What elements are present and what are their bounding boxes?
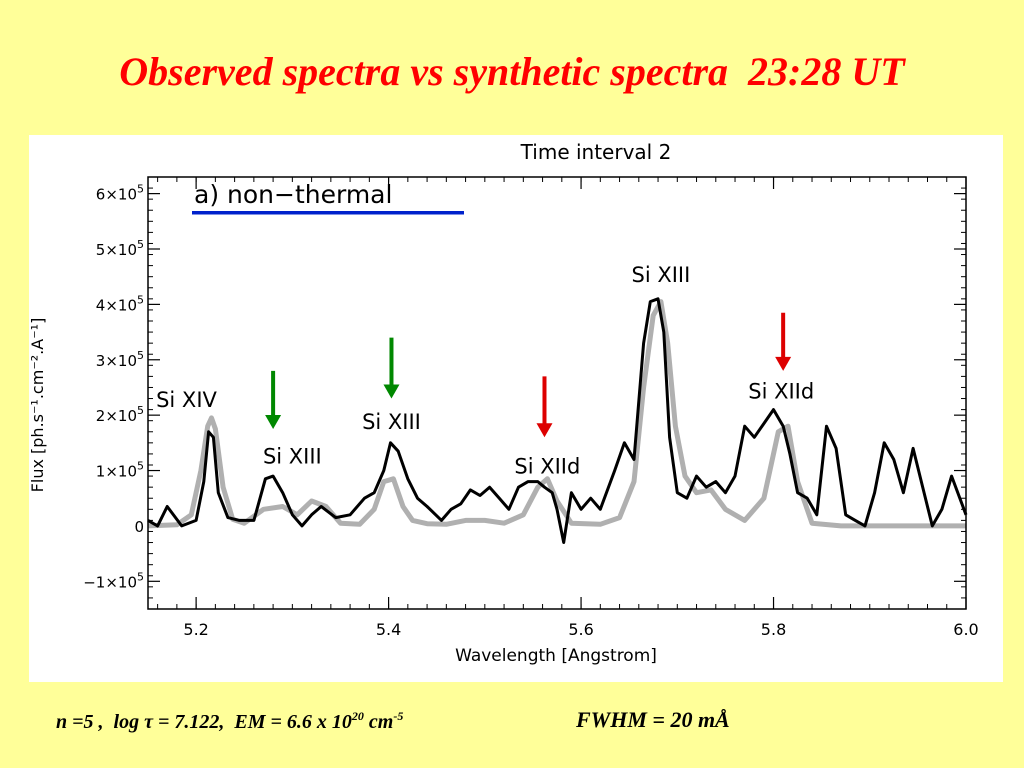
footer-parameters: n =5 , log τ = 7.122, EM = 6.6 x 1020 cm…	[56, 709, 403, 734]
spectrum-chart: Time interval 2 −1×105 0 1×105 2×105 3×105 4×…	[29, 140, 979, 666]
indicator-arrow	[536, 376, 553, 438]
slide-title: Observed spectra vs synthetic spectra 23…	[119, 49, 905, 94]
x-axis-label: Wavelength [Angstrom]	[455, 646, 657, 666]
param-tau-em: = 7.122, EM = 6.6 x 10	[152, 711, 352, 733]
param-unit: cm	[363, 711, 394, 733]
x-tick-label: 5.2	[183, 620, 208, 639]
axes-frame	[147, 176, 967, 610]
arrow-layer	[265, 312, 792, 438]
y-tick-label: 3×105	[96, 349, 144, 370]
legend-line	[192, 211, 464, 215]
param-n-log: n =5 , log	[56, 711, 145, 733]
y-tick-label: 0	[134, 518, 144, 536]
x-tick-label: 5.4	[376, 620, 401, 639]
series-line-synthetic	[147, 299, 966, 529]
indicator-arrow	[383, 337, 400, 399]
indicator-arrow	[265, 370, 282, 429]
em-exponent: 20	[351, 709, 364, 723]
y-tick-label: 2×105	[96, 404, 144, 425]
tau-symbol: τ	[144, 711, 153, 733]
y-tick-label: 6×105	[96, 183, 144, 204]
y-tick-label: 4×105	[96, 293, 144, 314]
legend-label: a) non−thermal	[194, 180, 392, 209]
footer-fwhm: FWHM = 20 mÅ	[576, 707, 730, 732]
x-tick-label: 5.8	[761, 620, 786, 639]
y-tick-label: 1×105	[96, 460, 144, 481]
peak-label: Si XIId	[514, 454, 580, 478]
peak-label: Si XIV	[156, 388, 217, 412]
annotation-layer: Si XIV Si XIII Si XIII Si XIId Si XIII Si XII…	[156, 263, 814, 478]
peak-label: Si XIII	[263, 444, 322, 468]
y-axis-label: Flux [ph.s⁻¹.cm⁻².A⁻¹]	[29, 318, 47, 493]
indicator-arrow	[775, 312, 792, 371]
series-layer	[147, 297, 968, 544]
peak-label: Si XIII	[362, 410, 421, 434]
peak-label: Si XIII	[632, 263, 691, 287]
chart-title: Time interval 2	[520, 140, 672, 164]
series-line-observed	[147, 297, 968, 544]
y-tick-label: 5×105	[96, 238, 144, 259]
axis-ticks: −1×105 0 1×105 2×105 3×105 4×105 5×105 6×105 5.2…	[83, 177, 979, 639]
y-tick-label: −1×105	[83, 570, 144, 591]
x-tick-label: 5.6	[568, 620, 593, 639]
x-tick-label: 6.0	[953, 620, 978, 639]
peak-label: Si XIId	[748, 380, 814, 404]
unit-exponent: -5	[393, 709, 404, 723]
plot-panel: Time interval 2 −1×105 0 1×105 2×105 3×105 4×…	[29, 135, 1003, 682]
